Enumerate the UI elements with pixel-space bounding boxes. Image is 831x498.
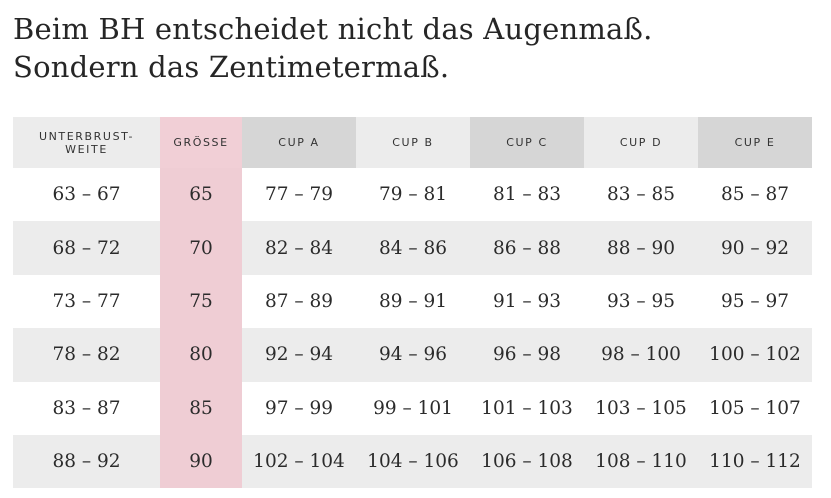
cell-cup-b: 89 – 91 xyxy=(356,274,470,329)
header-underbust-line-2: WEITE xyxy=(65,142,108,156)
cell-underbust: 63 – 67 xyxy=(13,168,160,222)
page-headline: Beim BH entscheidet nicht das Augenmaß. … xyxy=(13,10,653,86)
cell-cup-b: 104 – 106 xyxy=(356,434,470,489)
cell-cup-c: 81 – 83 xyxy=(470,168,584,222)
cell-cup-d: 103 – 105 xyxy=(584,381,698,435)
cell-cup-c: 101 – 103 xyxy=(470,381,584,435)
cell-underbust: 88 – 92 xyxy=(13,434,160,489)
table-row: 78 – 82 80 92 – 94 94 – 96 96 – 98 98 – 100 10… xyxy=(13,328,812,382)
cell-cup-e: 100 – 102 xyxy=(698,328,812,382)
cell-cup-c: 86 – 88 xyxy=(470,221,584,275)
table-row: 83 – 87 85 97 – 99 99 – 101 101 – 103 103 – 1… xyxy=(13,381,812,435)
cell-underbust: 83 – 87 xyxy=(13,381,160,435)
cell-size: 85 xyxy=(160,381,242,435)
cell-cup-e: 110 – 112 xyxy=(698,434,812,489)
header-underbust: UNTERBRUST- WEITE xyxy=(13,117,160,168)
cell-cup-b: 79 – 81 xyxy=(356,168,470,222)
cell-cup-b: 94 – 96 xyxy=(356,328,470,382)
table-row: 73 – 77 75 87 – 89 89 – 91 91 – 93 93 – 95 95 … xyxy=(13,274,812,329)
header-cup-b: CUP B xyxy=(356,117,470,168)
cell-cup-a: 97 – 99 xyxy=(242,381,356,435)
table-row: 63 – 67 65 77 – 79 79 – 81 81 – 83 83 – 85 85 … xyxy=(13,168,812,222)
cell-cup-c: 91 – 93 xyxy=(470,274,584,329)
headline-line-1: Beim BH entscheidet nicht das Augenmaß. xyxy=(13,12,653,46)
headline-line-2: Sondern das Zentimetermaß. xyxy=(13,50,450,84)
cell-cup-c: 96 – 98 xyxy=(470,328,584,382)
cell-size: 70 xyxy=(160,221,242,275)
cell-cup-c: 106 – 108 xyxy=(470,434,584,489)
cell-cup-d: 83 – 85 xyxy=(584,168,698,222)
header-cup-d: CUP D xyxy=(584,117,698,168)
cell-cup-a: 87 – 89 xyxy=(242,274,356,329)
cell-size: 65 xyxy=(160,168,242,222)
cell-underbust: 78 – 82 xyxy=(13,328,160,382)
header-cup-c: CUP C xyxy=(470,117,584,168)
cell-cup-b: 84 – 86 xyxy=(356,221,470,275)
cell-cup-e: 85 – 87 xyxy=(698,168,812,222)
cell-size: 75 xyxy=(160,274,242,329)
table-header-row: UNTERBRUST- WEITE GRÖSSE CUP A CUP B CUP… xyxy=(13,117,812,168)
cell-cup-a: 77 – 79 xyxy=(242,168,356,222)
cell-cup-d: 98 – 100 xyxy=(584,328,698,382)
cell-underbust: 73 – 77 xyxy=(13,274,160,329)
cell-cup-d: 93 – 95 xyxy=(584,274,698,329)
cell-cup-a: 102 – 104 xyxy=(242,434,356,489)
bra-size-table: UNTERBRUST- WEITE GRÖSSE CUP A CUP B CUP… xyxy=(13,117,812,489)
cell-cup-d: 88 – 90 xyxy=(584,221,698,275)
cell-cup-a: 92 – 94 xyxy=(242,328,356,382)
table-row: 88 – 92 90 102 – 104 104 – 106 106 – 108 108 … xyxy=(13,434,812,489)
cell-cup-e: 90 – 92 xyxy=(698,221,812,275)
header-underbust-line-1: UNTERBRUST- xyxy=(38,129,135,143)
header-size: GRÖSSE xyxy=(160,117,242,168)
cell-cup-d: 108 – 110 xyxy=(584,434,698,489)
cell-cup-a: 82 – 84 xyxy=(242,221,356,275)
cell-underbust: 68 – 72 xyxy=(13,221,160,275)
table-row: 68 – 72 70 82 – 84 84 – 86 86 – 88 88 – 90 90 … xyxy=(13,221,812,275)
cell-size: 80 xyxy=(160,328,242,382)
cell-cup-e: 95 – 97 xyxy=(698,274,812,329)
cell-size: 90 xyxy=(160,434,242,489)
header-cup-a: CUP A xyxy=(242,117,356,168)
header-cup-e: CUP E xyxy=(698,117,812,168)
cell-cup-e: 105 – 107 xyxy=(698,381,812,435)
cell-cup-b: 99 – 101 xyxy=(356,381,470,435)
